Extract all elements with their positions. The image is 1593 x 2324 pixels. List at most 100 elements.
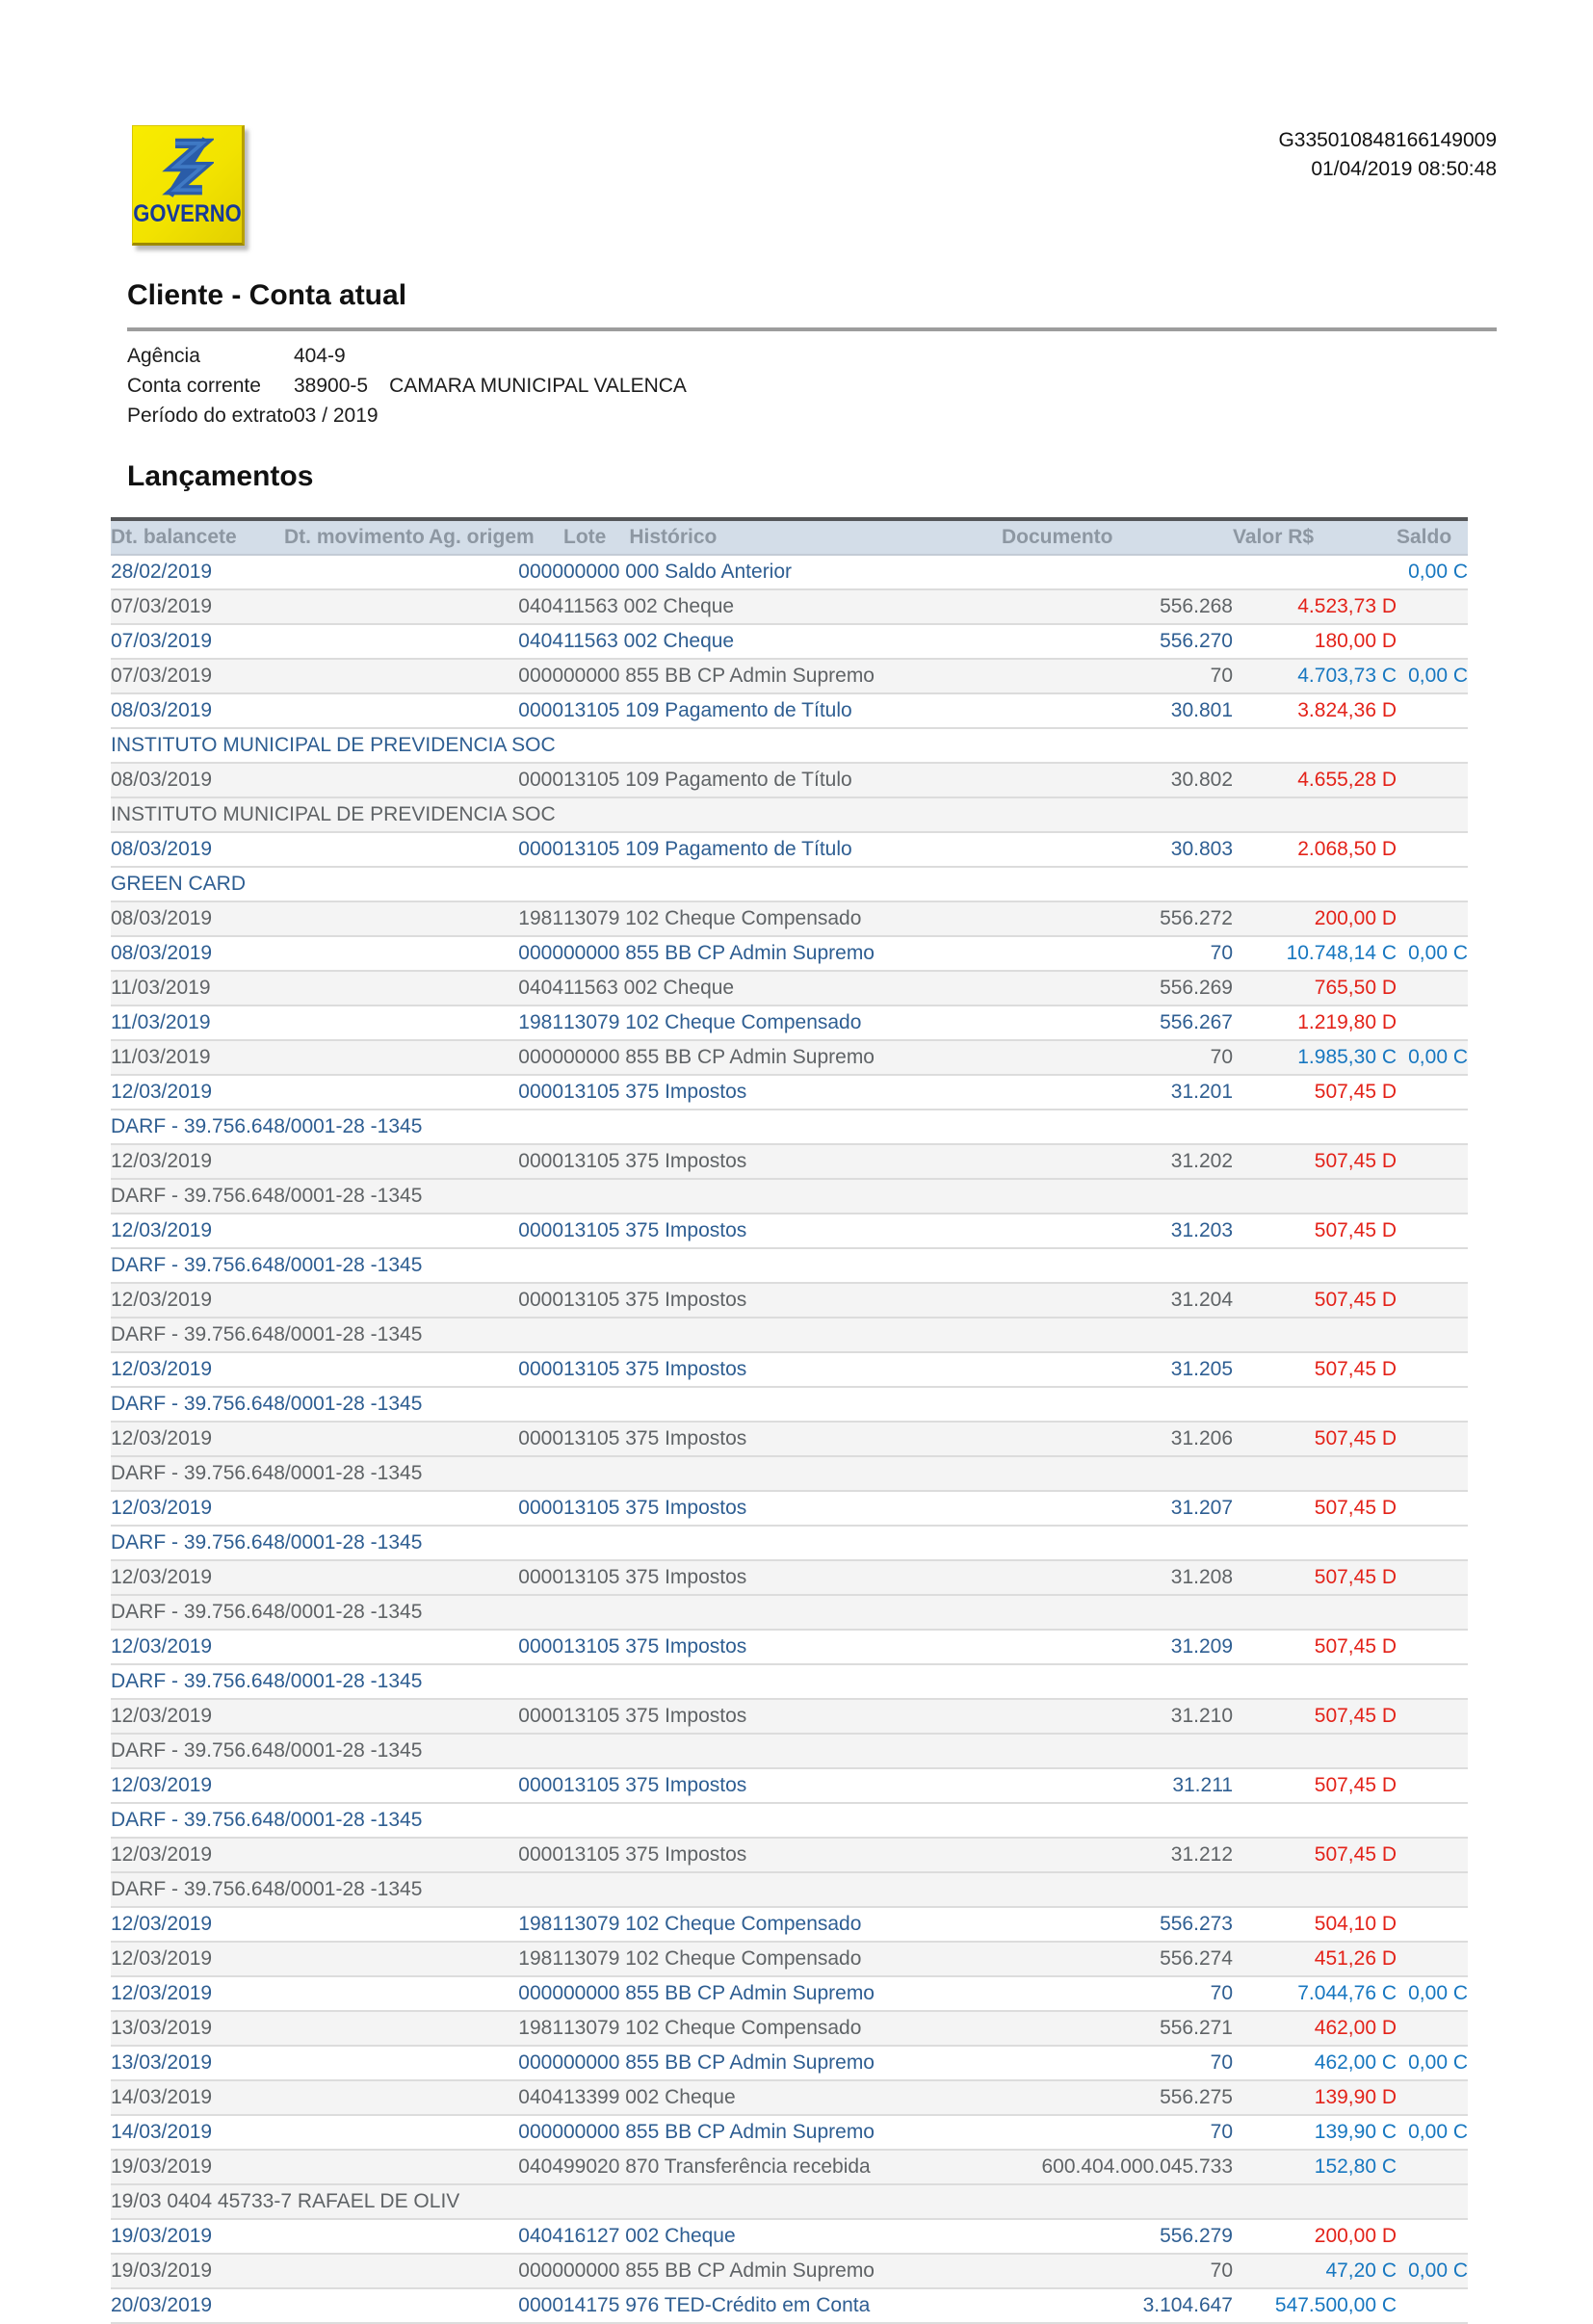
cell-saldo xyxy=(1397,1075,1468,1110)
table-row: 11/03/2019 0404 11563 002 Cheque 556.269 765… xyxy=(111,971,1468,1006)
cell-historico: 13105 375 Impostos xyxy=(563,1283,1002,1319)
cell-ag-origem: 0000 xyxy=(429,1422,563,1457)
cell-detail: DARF - 39.756.648/0001-28 -1345 xyxy=(111,1387,1468,1423)
cell-dt-movimento xyxy=(284,1075,429,1110)
table-row: 07/03/2019 0404 11563 002 Cheque 556.270 180… xyxy=(111,624,1468,660)
cell-documento: 70 xyxy=(1002,2254,1233,2289)
cell-historico: 13105 109 Pagamento de Título xyxy=(563,832,1002,868)
valor-amount: 7.044,76 C xyxy=(1297,1982,1397,2004)
cell-documento: 31.208 xyxy=(1002,1560,1233,1596)
table-row-detail: DARF - 39.756.648/0001-28 -1345 xyxy=(111,1803,1468,1839)
cell-saldo: 0,00 C xyxy=(1397,1040,1468,1076)
cell-saldo xyxy=(1397,1907,1468,1943)
conta-value: 38900-5 xyxy=(294,375,369,397)
cell-documento: 600.404.000.045.733 xyxy=(1002,2150,1233,2185)
table-row: 11/03/2019 0000 00000 855 BB CP Admin Supr… xyxy=(111,1040,1468,1076)
cell-documento: 31.207 xyxy=(1002,1491,1233,1527)
conta-holder-name: CAMARA MUNICIPAL VALENCA xyxy=(389,375,687,397)
table-row: 19/03/2019 0404 99020 870 Transferência re… xyxy=(111,2150,1468,2185)
cell-detail: INSTITUTO MUNICIPAL DE PREVIDENCIA SOC xyxy=(111,797,1468,833)
cell-ag-origem: 1981 xyxy=(429,1942,563,1977)
cell-historico: 00000 855 BB CP Admin Supremo xyxy=(563,2115,1002,2151)
table-row: 12/03/2019 0000 00000 855 BB CP Admin Supr… xyxy=(111,1976,1468,2012)
cell-saldo xyxy=(1397,1283,1468,1319)
table-row-detail: DARF - 39.756.648/0001-28 -1345 xyxy=(111,1248,1468,1284)
table-row-detail: DARF - 39.756.648/0001-28 -1345 xyxy=(111,1318,1468,1353)
cell-detail: DARF - 39.756.648/0001-28 -1345 xyxy=(111,1318,1468,1353)
table-row-detail: DARF - 39.756.648/0001-28 -1345 xyxy=(111,1110,1468,1145)
header-valor: Valor R$ xyxy=(1233,519,1397,556)
cell-dt-movimento xyxy=(284,936,429,972)
table-row: 12/03/2019 0000 13105 375 Impostos 31.206 50… xyxy=(111,1422,1468,1457)
cell-dt-balancete: 07/03/2019 xyxy=(111,624,284,660)
table-row: 08/03/2019 0000 13105 109 Pagamento de Tít… xyxy=(111,832,1468,868)
cell-saldo xyxy=(1397,763,1468,798)
valor-amount: 4.655,28 D xyxy=(1297,769,1397,791)
cell-detail: 19/03 0404 45733-7 RAFAEL DE OLIV xyxy=(111,2184,1468,2220)
cell-dt-movimento xyxy=(284,2011,429,2047)
cell-historico: 13105 375 Impostos xyxy=(563,1352,1002,1388)
table-row: 20/03/2019 0000 14175 976 TED-Crédito em C… xyxy=(111,2288,1468,2324)
cell-valor: 4.523,73 D xyxy=(1233,589,1397,625)
header-historico: Histórico xyxy=(629,526,718,548)
cell-documento: 556.272 xyxy=(1002,901,1233,937)
transactions-body: 28/02/2019 0000 00000 000 Saldo Anterior 0,… xyxy=(111,555,1468,2324)
table-row: 28/02/2019 0000 00000 000 Saldo Anterior 0,… xyxy=(111,555,1468,590)
cell-historico: 11563 002 Cheque xyxy=(563,624,1002,660)
cell-ag-origem: 0000 xyxy=(429,1976,563,2012)
table-row: 12/03/2019 0000 13105 375 Impostos 31.210 50… xyxy=(111,1699,1468,1735)
table-row: 12/03/2019 0000 13105 375 Impostos 31.208 50… xyxy=(111,1560,1468,1596)
cell-dt-balancete: 19/03/2019 xyxy=(111,2150,284,2185)
cell-valor: 507,45 D xyxy=(1233,1560,1397,1596)
cell-dt-balancete: 12/03/2019 xyxy=(111,1838,284,1873)
valor-amount: 4.523,73 D xyxy=(1297,595,1397,617)
cell-documento xyxy=(1002,555,1233,590)
cell-dt-balancete: 12/03/2019 xyxy=(111,1422,284,1457)
table-row: 12/03/2019 1981 13079 102 Cheque Compensad… xyxy=(111,1907,1468,1943)
table-row: 12/03/2019 0000 13105 375 Impostos 31.201 50… xyxy=(111,1075,1468,1110)
cell-valor: 1.219,80 D xyxy=(1233,1005,1397,1041)
cell-documento: 31.201 xyxy=(1002,1075,1233,1110)
header-dt-movimento: Dt. movimento xyxy=(284,519,429,556)
cell-dt-balancete: 08/03/2019 xyxy=(111,832,284,868)
table-row: 07/03/2019 0000 00000 855 BB CP Admin Supr… xyxy=(111,659,1468,694)
cell-historico: 13399 002 Cheque xyxy=(563,2080,1002,2116)
cell-ag-origem: 0000 xyxy=(429,2115,563,2151)
cell-valor: 507,45 D xyxy=(1233,1422,1397,1457)
cell-saldo xyxy=(1397,1422,1468,1457)
table-row: 12/03/2019 0000 13105 375 Impostos 31.203 50… xyxy=(111,1214,1468,1249)
cell-dt-movimento xyxy=(284,555,429,590)
cell-ag-origem: 0000 xyxy=(429,763,563,798)
cell-documento: 31.202 xyxy=(1002,1144,1233,1180)
valor-amount: 47,20 C xyxy=(1325,2259,1397,2282)
table-row: 12/03/2019 0000 13105 375 Impostos 31.205 50… xyxy=(111,1352,1468,1388)
cell-valor: 547.500,00 C xyxy=(1233,2288,1397,2324)
valor-amount: 152,80 C xyxy=(1314,2155,1397,2178)
cell-valor: 3.824,36 D xyxy=(1233,693,1397,729)
cell-dt-balancete: 12/03/2019 xyxy=(111,1768,284,1804)
cell-ag-origem: 0000 xyxy=(429,2046,563,2081)
cell-dt-movimento xyxy=(284,1283,429,1319)
valor-amount: 1.219,80 D xyxy=(1297,1011,1397,1033)
cell-dt-balancete: 12/03/2019 xyxy=(111,1144,284,1180)
cell-dt-balancete: 12/03/2019 xyxy=(111,1560,284,1596)
cell-valor xyxy=(1233,555,1397,590)
cell-dt-movimento xyxy=(284,1838,429,1873)
cell-dt-movimento xyxy=(284,1040,429,1076)
valor-amount: 507,45 D xyxy=(1314,1081,1397,1103)
cell-dt-balancete: 11/03/2019 xyxy=(111,1005,284,1041)
logo-governo-label: GOVERNO xyxy=(133,199,242,227)
table-row: 14/03/2019 0404 13399 002 Cheque 556.275 139… xyxy=(111,2080,1468,2116)
cell-dt-balancete: 08/03/2019 xyxy=(111,763,284,798)
table-row: 08/03/2019 0000 00000 855 BB CP Admin Supr… xyxy=(111,936,1468,972)
saldo-amount: 0,00 C xyxy=(1408,1982,1468,2004)
cell-saldo xyxy=(1397,2150,1468,2185)
cell-valor: 200,00 D xyxy=(1233,901,1397,937)
info-row-periodo: Período do extrato03 / 2019 xyxy=(127,401,1497,431)
cell-ag-origem: 1981 xyxy=(429,2011,563,2047)
cell-documento: 31.204 xyxy=(1002,1283,1233,1319)
cell-dt-movimento xyxy=(284,2219,429,2255)
cell-documento: 70 xyxy=(1002,659,1233,694)
cell-saldo: 0,00 C xyxy=(1397,936,1468,972)
cell-historico: 13105 375 Impostos xyxy=(563,1630,1002,1665)
